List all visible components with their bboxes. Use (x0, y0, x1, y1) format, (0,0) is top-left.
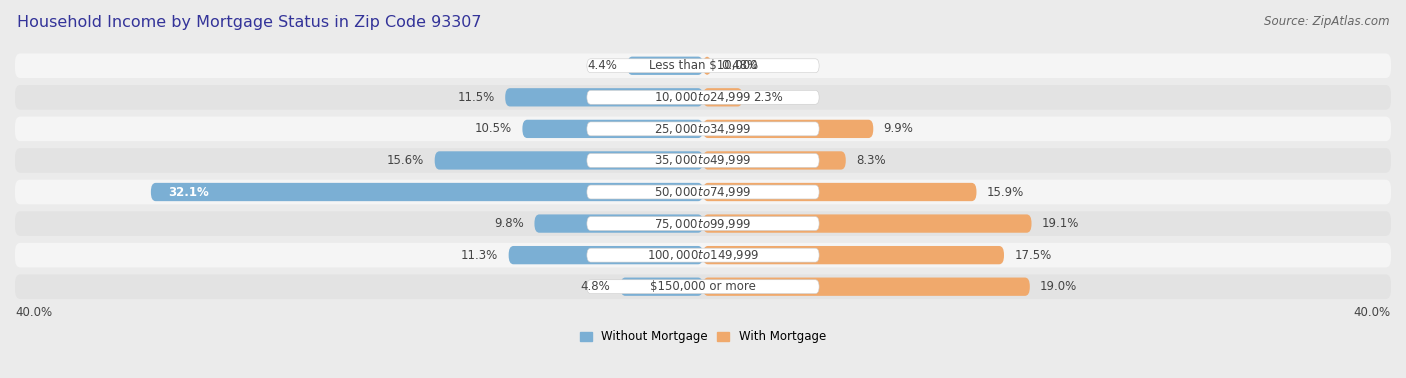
Text: $25,000 to $34,999: $25,000 to $34,999 (654, 122, 752, 136)
Text: $150,000 or more: $150,000 or more (650, 280, 756, 293)
FancyBboxPatch shape (586, 90, 820, 104)
FancyBboxPatch shape (15, 116, 1391, 141)
FancyBboxPatch shape (150, 183, 703, 201)
FancyBboxPatch shape (15, 85, 1391, 110)
FancyBboxPatch shape (534, 214, 703, 233)
Text: 10.5%: 10.5% (475, 122, 512, 135)
FancyBboxPatch shape (620, 277, 703, 296)
Text: 0.48%: 0.48% (721, 59, 759, 72)
FancyBboxPatch shape (703, 57, 711, 75)
FancyBboxPatch shape (586, 122, 820, 136)
Text: 9.8%: 9.8% (495, 217, 524, 230)
Text: $75,000 to $99,999: $75,000 to $99,999 (654, 217, 752, 231)
FancyBboxPatch shape (15, 243, 1391, 268)
Text: $10,000 to $24,999: $10,000 to $24,999 (654, 90, 752, 104)
FancyBboxPatch shape (703, 214, 1032, 233)
FancyBboxPatch shape (586, 217, 820, 231)
Text: 8.3%: 8.3% (856, 154, 886, 167)
Text: 11.5%: 11.5% (457, 91, 495, 104)
Text: $50,000 to $74,999: $50,000 to $74,999 (654, 185, 752, 199)
Text: Source: ZipAtlas.com: Source: ZipAtlas.com (1264, 15, 1389, 28)
Text: $35,000 to $49,999: $35,000 to $49,999 (654, 153, 752, 167)
FancyBboxPatch shape (703, 120, 873, 138)
FancyBboxPatch shape (509, 246, 703, 264)
Text: 17.5%: 17.5% (1014, 249, 1052, 262)
FancyBboxPatch shape (586, 59, 820, 73)
Text: 40.0%: 40.0% (15, 306, 52, 319)
FancyBboxPatch shape (15, 53, 1391, 78)
Text: Household Income by Mortgage Status in Zip Code 93307: Household Income by Mortgage Status in Z… (17, 15, 481, 30)
FancyBboxPatch shape (15, 148, 1391, 173)
FancyBboxPatch shape (703, 277, 1029, 296)
FancyBboxPatch shape (15, 180, 1391, 204)
FancyBboxPatch shape (523, 120, 703, 138)
FancyBboxPatch shape (703, 246, 1004, 264)
FancyBboxPatch shape (703, 151, 846, 170)
Text: 19.0%: 19.0% (1040, 280, 1077, 293)
FancyBboxPatch shape (586, 280, 820, 294)
Text: 15.9%: 15.9% (987, 186, 1024, 198)
FancyBboxPatch shape (703, 88, 742, 107)
FancyBboxPatch shape (505, 88, 703, 107)
Text: 15.6%: 15.6% (387, 154, 425, 167)
Text: 32.1%: 32.1% (169, 186, 209, 198)
FancyBboxPatch shape (15, 274, 1391, 299)
FancyBboxPatch shape (15, 211, 1391, 236)
Text: 9.9%: 9.9% (883, 122, 914, 135)
FancyBboxPatch shape (586, 185, 820, 199)
Text: 19.1%: 19.1% (1042, 217, 1080, 230)
Text: 4.4%: 4.4% (588, 59, 617, 72)
FancyBboxPatch shape (586, 248, 820, 262)
Text: 2.3%: 2.3% (752, 91, 783, 104)
Text: 40.0%: 40.0% (1354, 306, 1391, 319)
FancyBboxPatch shape (434, 151, 703, 170)
Text: Less than $10,000: Less than $10,000 (648, 59, 758, 72)
Legend: Without Mortgage, With Mortgage: Without Mortgage, With Mortgage (581, 330, 825, 343)
Text: 4.8%: 4.8% (581, 280, 610, 293)
Text: $100,000 to $149,999: $100,000 to $149,999 (647, 248, 759, 262)
Text: 11.3%: 11.3% (461, 249, 498, 262)
FancyBboxPatch shape (627, 57, 703, 75)
FancyBboxPatch shape (586, 153, 820, 167)
FancyBboxPatch shape (703, 183, 977, 201)
